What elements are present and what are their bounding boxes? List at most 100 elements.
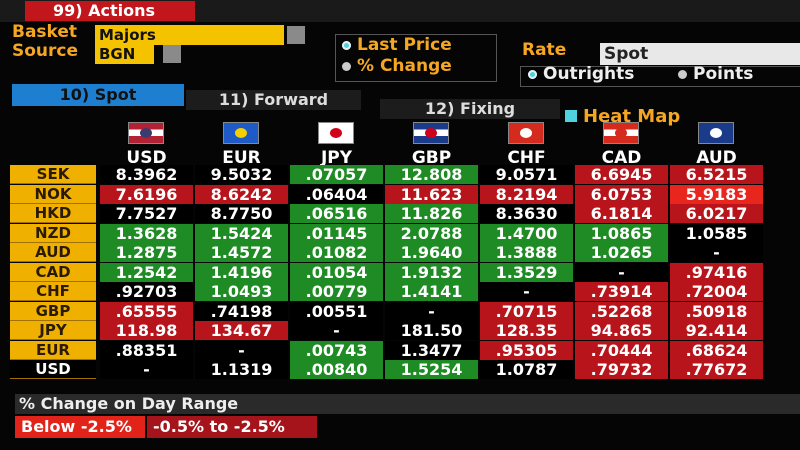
basket-dropdown[interactable] — [287, 26, 305, 44]
rate-cell: 8.6242 — [195, 184, 288, 204]
radio[interactable] — [678, 70, 687, 79]
row-label: USD — [10, 360, 96, 379]
rate-cell: - — [195, 340, 288, 360]
actions-menu[interactable]: 99) Actions — [25, 1, 195, 21]
rate-cell: 11.623 — [385, 184, 478, 204]
rate-cell: .07057 — [290, 165, 383, 184]
row-label: EUR — [10, 340, 96, 360]
flag-icon — [128, 122, 164, 144]
column-header: GBP — [411, 148, 452, 168]
rate-cell: 1.0865 — [575, 223, 668, 243]
rate-cell: - — [100, 360, 193, 379]
flag-emblem — [330, 128, 342, 138]
radio[interactable] — [342, 62, 351, 71]
rate-cell: 12.808 — [385, 165, 478, 184]
rate-cell: 6.0753 — [575, 184, 668, 204]
row-label: JPY — [10, 321, 96, 340]
rate-cell: 1.3529 — [480, 262, 573, 282]
rate-cell: 6.5215 — [670, 165, 763, 184]
rate-cell: 181.50 — [385, 321, 478, 340]
rate-cell: 6.1814 — [575, 204, 668, 223]
rate-cell: 1.3628 — [100, 223, 193, 243]
column-header: CHF — [507, 148, 546, 168]
rate-cell: .50918 — [670, 301, 763, 321]
rate-cell: .72004 — [670, 282, 763, 301]
row-label: GBP — [10, 301, 96, 321]
rate-cell: 94.865 — [575, 321, 668, 340]
rate-cell: .88351 — [100, 340, 193, 360]
tab-active[interactable]: 10) Spot — [12, 84, 184, 106]
radio[interactable] — [342, 41, 351, 50]
row-label: SEK — [10, 165, 96, 184]
option-text: Points — [693, 64, 754, 84]
row-label: AUD — [10, 243, 96, 262]
rate-cell: .77672 — [670, 360, 763, 379]
rate-cell: 8.3962 — [100, 165, 193, 184]
tab[interactable]: 11) Forward — [186, 90, 361, 110]
rate-cell: 7.6196 — [100, 184, 193, 204]
rate-cell: .01054 — [290, 262, 383, 282]
rate-cell: 11.826 — [385, 204, 478, 223]
rate-cell: 1.4700 — [480, 223, 573, 243]
rate-option[interactable]: Points — [678, 64, 753, 84]
rate-cell: 1.9132 — [385, 262, 478, 282]
flag-icon — [318, 122, 354, 144]
rate-cell: - — [290, 321, 383, 340]
flag-icon — [508, 122, 544, 144]
rate-cell: 118.98 — [100, 321, 193, 340]
row-label: NOK — [10, 184, 96, 204]
price-option[interactable]: Last Price — [342, 35, 452, 55]
row-label: HKD — [10, 204, 96, 223]
legend-item: -0.5% to -2.5% — [147, 416, 317, 438]
rate-option[interactable]: Outrights — [528, 64, 634, 84]
column-header: JPY — [320, 148, 353, 168]
rate-cell: 92.414 — [670, 321, 763, 340]
rate-cell: 1.0585 — [670, 223, 763, 243]
rate-cell: - — [670, 243, 763, 262]
source-dropdown[interactable] — [163, 45, 181, 63]
column-header: USD — [126, 148, 167, 168]
rate-cell: 1.5254 — [385, 360, 478, 379]
top-bar — [0, 0, 800, 22]
rate-cell: .06404 — [290, 184, 383, 204]
rate-cell: .79732 — [575, 360, 668, 379]
price-option[interactable]: % Change — [342, 56, 452, 76]
rate-label: Rate — [522, 40, 567, 60]
rate-cell: - — [480, 282, 573, 301]
rate-cell: .73914 — [575, 282, 668, 301]
rate-cell: 8.3630 — [480, 204, 573, 223]
row-label: NZD — [10, 223, 96, 243]
rate-cell: 128.35 — [480, 321, 573, 340]
rate-cell: 1.3888 — [480, 243, 573, 262]
basket-label: Basket — [12, 22, 78, 42]
rate-cell: .68624 — [670, 340, 763, 360]
flag-icon — [698, 122, 734, 144]
rate-cell: 5.9183 — [670, 184, 763, 204]
rate-cell: 7.7527 — [100, 204, 193, 223]
option-text: % Change — [357, 56, 452, 76]
rate-cell: 1.3477 — [385, 340, 478, 360]
rate-cell: .70444 — [575, 340, 668, 360]
rate-cell: 2.0788 — [385, 223, 478, 243]
rate-cell: 6.0217 — [670, 204, 763, 223]
rate-input[interactable]: Spot — [600, 43, 800, 65]
basket-input[interactable]: Majors — [95, 25, 284, 45]
rate-cell: .95305 — [480, 340, 573, 360]
tab[interactable]: 12) Fixing — [380, 99, 560, 119]
rate-cell: .74198 — [195, 301, 288, 321]
flag-emblem — [425, 128, 437, 138]
rate-cell: 1.2542 — [100, 262, 193, 282]
rate-cell: 1.0493 — [195, 282, 288, 301]
rate-cell: 134.67 — [195, 321, 288, 340]
rate-cell: .06516 — [290, 204, 383, 223]
radio[interactable] — [528, 70, 537, 79]
rate-cell: 1.4141 — [385, 282, 478, 301]
heat-map-checkbox[interactable] — [565, 110, 577, 122]
column-header: AUD — [696, 148, 737, 168]
rate-cell: - — [385, 301, 478, 321]
flag-emblem — [235, 128, 247, 138]
heat-map-label: Heat Map — [583, 106, 681, 127]
source-input[interactable]: BGN — [95, 44, 154, 64]
flag-emblem — [615, 128, 627, 138]
rate-cell: .70715 — [480, 301, 573, 321]
